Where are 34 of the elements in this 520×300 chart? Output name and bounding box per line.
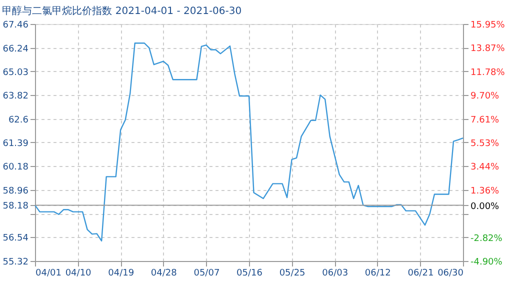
x-tick-label: 05/25: [279, 268, 306, 278]
y-tick-label: 66.24: [2, 44, 29, 54]
y-tick-label: 65.03: [2, 68, 28, 78]
y2-tick-label: 0.00%: [470, 202, 500, 212]
y-tick-label: 60.18: [2, 162, 29, 173]
y2-tick-label: 3.44%: [470, 162, 500, 173]
y2-tick-label: -4.90%: [470, 258, 503, 268]
y-tick-label: 67.46: [2, 20, 29, 30]
x-tick-label: 06/03: [322, 268, 348, 278]
y2-tick-label: 1.36%: [470, 186, 500, 196]
y2-tick-label: 9.70%: [470, 92, 500, 102]
y-tick-label: 62.6: [8, 115, 29, 126]
x-tick-label: 04/10: [65, 268, 92, 278]
y2-tick-label: 7.61%: [470, 115, 500, 126]
y2-tick-label: -2.82%: [470, 234, 503, 244]
y2-tick-label: 5.53%: [470, 138, 500, 149]
chart-title: 甲醇与二氯甲烷比价指数 2021-04-01 - 2021-06-30: [2, 5, 242, 17]
y-tick-label: 56.54: [2, 234, 29, 244]
y-tick-label: 61.39: [2, 139, 29, 149]
x-tick-label: 06/12: [364, 268, 391, 278]
y2-tick-label: 15.95%: [470, 20, 506, 30]
x-tick-label: 04/19: [108, 268, 134, 278]
y-tick-label: 63.82: [2, 92, 28, 102]
x-tick-label: 05/16: [236, 268, 263, 278]
y-tick-label: 55.32: [2, 258, 28, 268]
y2-tick-label: 13.87%: [470, 44, 506, 54]
y-tick-label: 58.96: [2, 186, 29, 196]
x-tick-label: 06/21: [408, 268, 434, 278]
x-tick-label: 06/30: [438, 268, 464, 278]
y2-tick-label: 11.78%: [470, 68, 506, 78]
x-tick-label: 04/01: [36, 268, 62, 278]
x-tick-label: 04/28: [150, 268, 178, 278]
x-tick-label: 05/07: [194, 268, 220, 278]
y-tick-label: 58.18: [2, 202, 29, 212]
